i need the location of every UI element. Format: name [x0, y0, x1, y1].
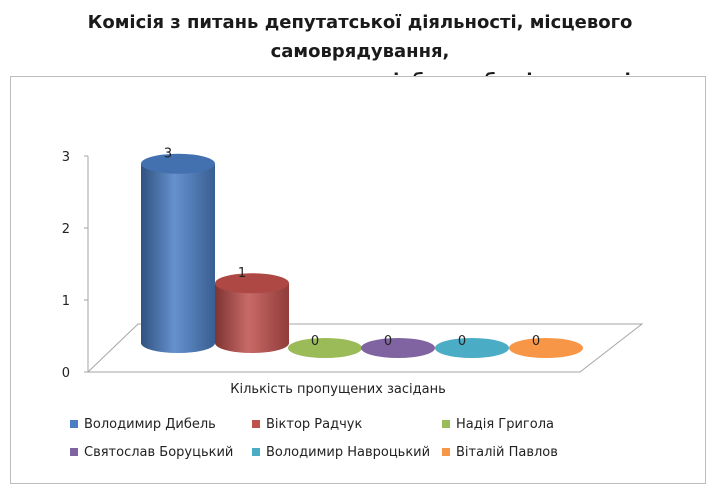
legend-label: Віктор Радчук [266, 416, 363, 432]
legend-swatch [70, 448, 78, 456]
legend-item: Святослав Боруцький [70, 445, 252, 460]
legend-item: Володимир Навроцький [252, 445, 442, 460]
legend-swatch [252, 448, 260, 456]
bar-body [141, 163, 215, 353]
bar-cylinder: 0 [288, 334, 362, 358]
legend-label: Володимир Навроцький [266, 444, 431, 460]
legend-item: Володимир Дибель [70, 417, 252, 432]
data-label: 0 [384, 334, 392, 349]
bar-cylinder: 0 [361, 334, 435, 358]
bar-top [361, 338, 435, 358]
bar-cylinder: 3 [141, 147, 215, 353]
data-label: 0 [311, 334, 319, 349]
x-axis-label: Кількість пропущених засідань [230, 382, 445, 397]
legend-swatch [252, 420, 260, 428]
legend-label: Віталій Павлов [456, 444, 558, 460]
legend-swatch [70, 420, 78, 428]
y-tick-label: 0 [62, 366, 70, 381]
bar-top [215, 273, 289, 294]
legend-swatch [442, 420, 450, 428]
legend-row: Святослав Боруцький Володимир Навроцький… [70, 438, 630, 466]
bar-cylinder: 0 [509, 334, 583, 358]
legend-item: Надія Григола [442, 417, 622, 432]
data-label: 3 [164, 147, 172, 162]
chart-title-line-1: Комісія з питань депутатської діяльності… [87, 12, 633, 62]
data-label: 0 [458, 334, 466, 349]
legend-label: Святослав Боруцький [84, 444, 234, 460]
y-tick-label: 1 [62, 294, 70, 309]
legend-row: Володимир Дибель Віктор Радчук Надія Гри… [70, 410, 630, 438]
data-label: 1 [238, 266, 246, 281]
bar-top [141, 153, 215, 174]
legend-label: Володимир Дибель [84, 416, 216, 432]
bar-top [435, 338, 509, 358]
legend-item: Віктор Радчук [252, 417, 442, 432]
y-tick-label: 2 [62, 222, 70, 237]
bar-cylinder: 1 [215, 266, 289, 353]
bar-body [215, 283, 289, 353]
bar-top [509, 338, 583, 358]
y-tick-label: 3 [62, 150, 70, 165]
legend-swatch [442, 448, 450, 456]
legend-item: Віталій Павлов [442, 445, 622, 460]
bar-top [288, 338, 362, 358]
data-label: 0 [532, 334, 540, 349]
chart-legend: Володимир Дибель Віктор Радчук Надія Гри… [70, 410, 630, 466]
bar-cylinder: 0 [435, 334, 509, 358]
legend-label: Надія Григола [456, 416, 554, 432]
chart-area [10, 76, 706, 484]
